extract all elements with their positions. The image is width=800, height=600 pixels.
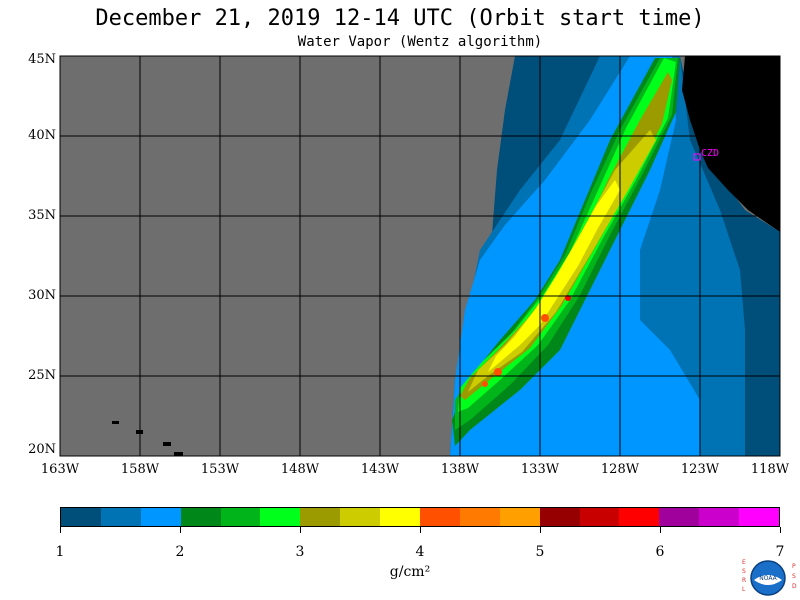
lat-label-25n: 25N [28,368,56,383]
lon-label-153w: 153W [200,462,240,477]
svg-text:S: S [742,568,746,575]
noaa-esrl-psd-logo: NOAA E S R L P S D [742,559,797,596]
colorbar-label-5: 5 [535,544,545,560]
max-spot-4 [482,381,488,387]
colorbar-tick [419,527,421,533]
lon-label-148w: 148W [280,462,320,477]
lon-label-158w: 158W [120,462,160,477]
colorbar-label-4: 4 [415,544,425,560]
colorbar-tick [659,527,661,533]
logo-center-text: NOAA [759,575,777,582]
colorbar-swatch-8 [380,508,421,526]
island-3 [163,442,171,446]
colorbar-tick [59,527,61,533]
station-label: CZD [701,148,719,159]
colorbar-tick [299,527,301,533]
colorbar-swatch-0 [61,508,101,526]
colorbar-swatch-6 [300,508,341,526]
colorbar-swatch-14 [619,508,660,526]
band-yellow [488,180,620,372]
colorbar-swatch-12 [539,508,580,526]
colorbar-label-2: 2 [175,544,185,560]
colorbar-label-3: 3 [295,544,305,560]
lat-label-30n: 30N [28,288,56,303]
chart-title: December 21, 2019 12-14 UTC (Orbit start… [95,6,705,31]
lon-label-123w: 123W [680,462,720,477]
island-4 [174,452,183,456]
colorbar [60,507,780,527]
svg-text:L: L [742,586,746,593]
colorbar-tick [779,527,781,533]
svg-text:S: S [792,573,796,580]
max-spot-1 [541,314,549,322]
colorbar-swatch-5 [260,508,301,526]
lon-label-133w: 133W [520,462,560,477]
lat-label-20n: 20N [28,442,56,457]
lon-label-118w: 118W [750,462,790,477]
colorbar-swatch-9 [420,508,460,526]
colorbar-tick [539,527,541,533]
colorbar-swatch-1 [100,508,141,526]
lon-label-128w: 128W [600,462,640,477]
plot-frame [59,55,781,457]
colorbar-swatch-17 [739,508,780,526]
island-1 [112,421,119,424]
station-marker [693,153,701,161]
colorbar-swatch-11 [499,508,540,526]
lat-label-35n: 35N [28,208,56,223]
logo-right-text: P [792,563,796,570]
colorbar-label-7: 7 [775,544,785,560]
svg-text:R: R [742,577,746,584]
lon-label-138w: 138W [440,462,480,477]
colorbar-swatch-3 [180,508,221,526]
colorbar-unit: g/cm² [389,564,431,580]
colorbar-swatch-2 [140,508,181,526]
colorbar-label-6: 6 [655,544,665,560]
logo-left-text: E [742,559,746,566]
colorbar-swatch-13 [579,508,620,526]
band-bright-green [458,58,676,412]
colorbar-label-1: 1 [55,544,65,560]
max-spot-3 [494,368,502,376]
land-mask [682,56,780,232]
svg-text:D: D [792,583,797,590]
chart-subtitle: Water Vapor (Wentz algorithm) [297,34,543,50]
colorbar-swatch-7 [340,508,381,526]
colorbar-swatch-16 [699,508,740,526]
colorbar-swatch-15 [659,508,700,526]
colorbar-swatch-4 [220,508,261,526]
colorbar-swatch-10 [459,508,500,526]
grid-lines [60,56,780,456]
lat-label-45n: 45N [28,52,56,67]
colorbar-tick [179,527,181,533]
lat-label-40n: 40N [28,128,56,143]
lon-label-143w: 143W [360,462,400,477]
lon-label-163w: 163W [40,462,80,477]
